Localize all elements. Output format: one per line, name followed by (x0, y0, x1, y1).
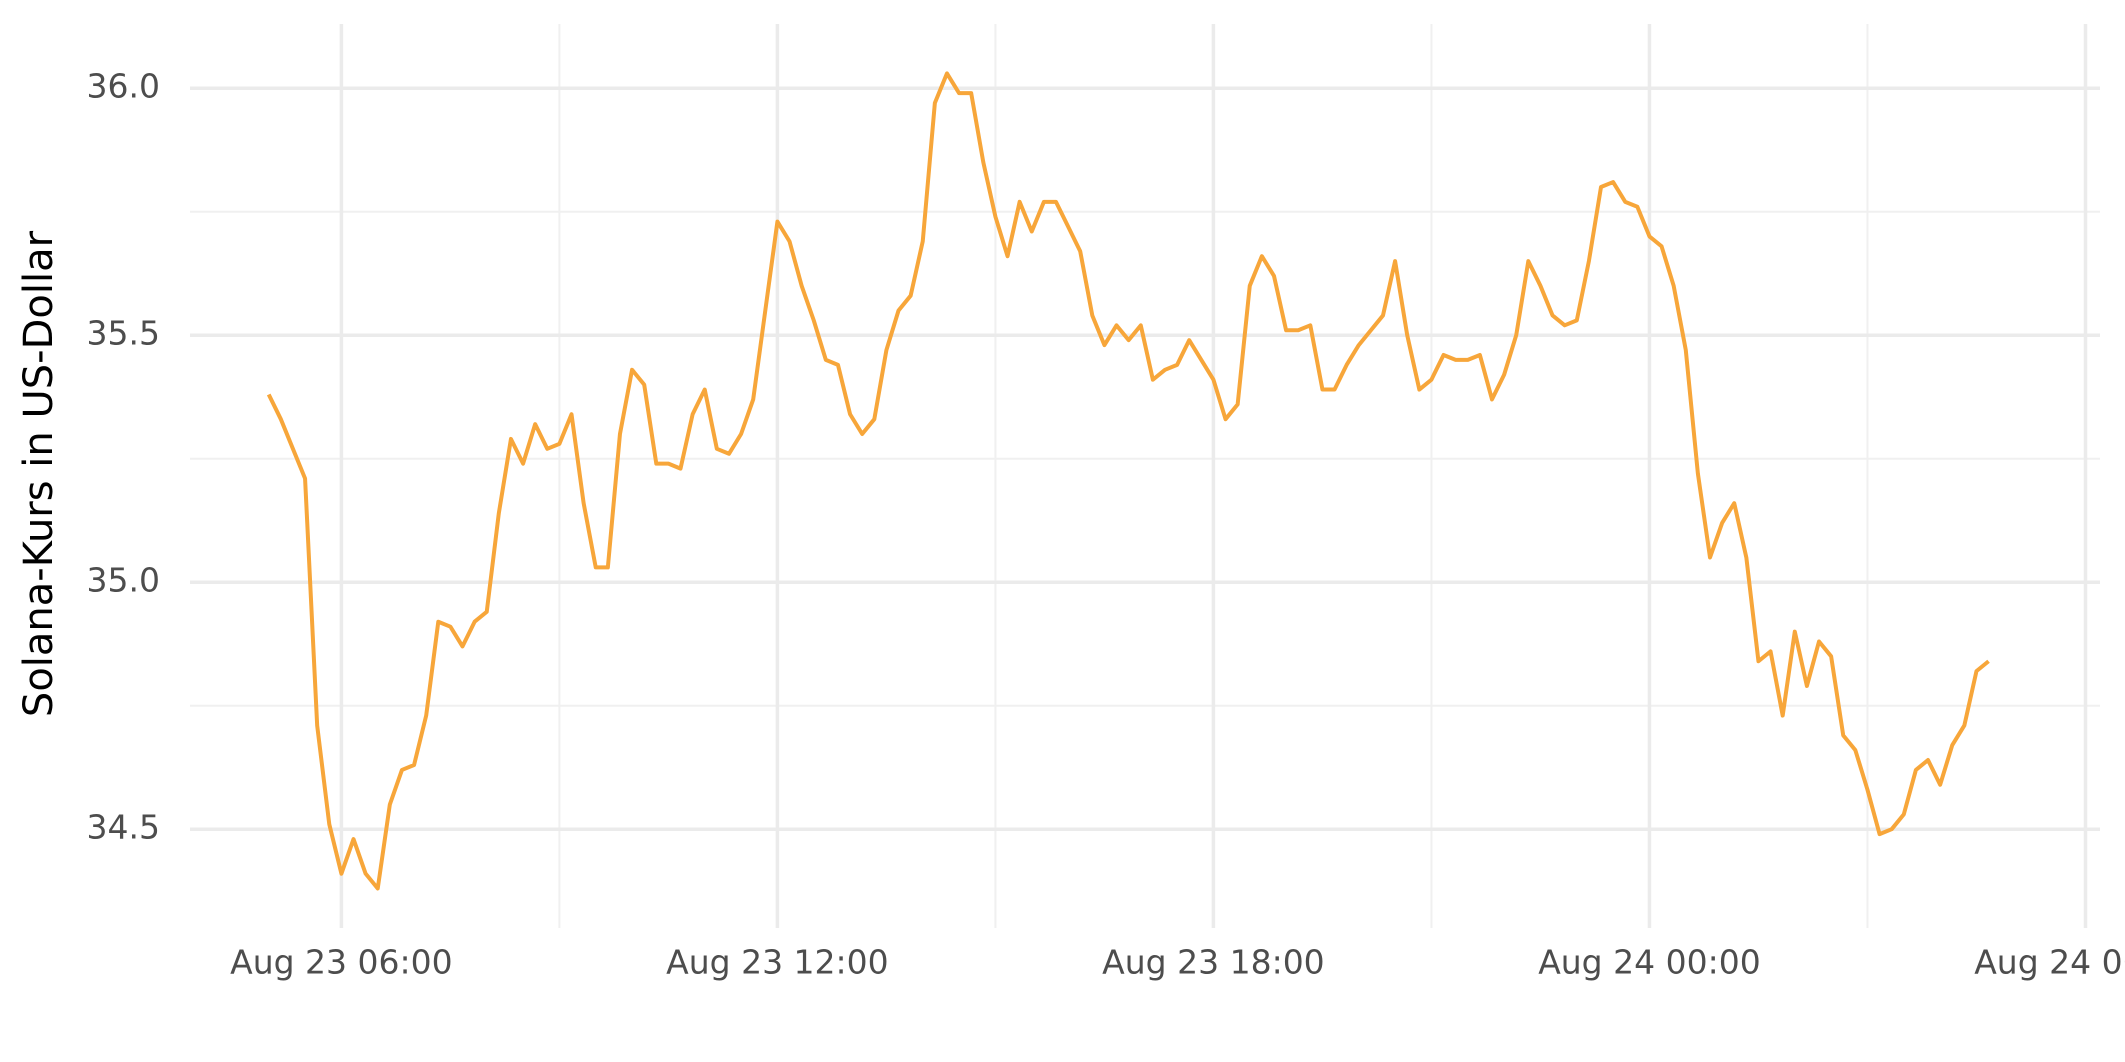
x-tick-label: Aug 23 12:00 (666, 943, 889, 982)
y-axis-title: Solana-Kurs in US-Dollar (16, 230, 62, 717)
y-tick-label: 35.0 (87, 561, 160, 600)
grid (190, 24, 2100, 928)
y-tick-label: 34.5 (87, 808, 160, 847)
x-tick-label: Aug 24 06:00 (1974, 943, 2125, 982)
y-tick-label: 35.5 (87, 314, 160, 353)
x-tick-label: Aug 23 06:00 (230, 943, 453, 982)
price-line (266, 71, 1990, 891)
x-tick-label: Aug 23 18:00 (1102, 943, 1325, 982)
y-tick-label: 36.0 (87, 67, 160, 106)
x-tick-label: Aug 24 00:00 (1538, 943, 1761, 982)
